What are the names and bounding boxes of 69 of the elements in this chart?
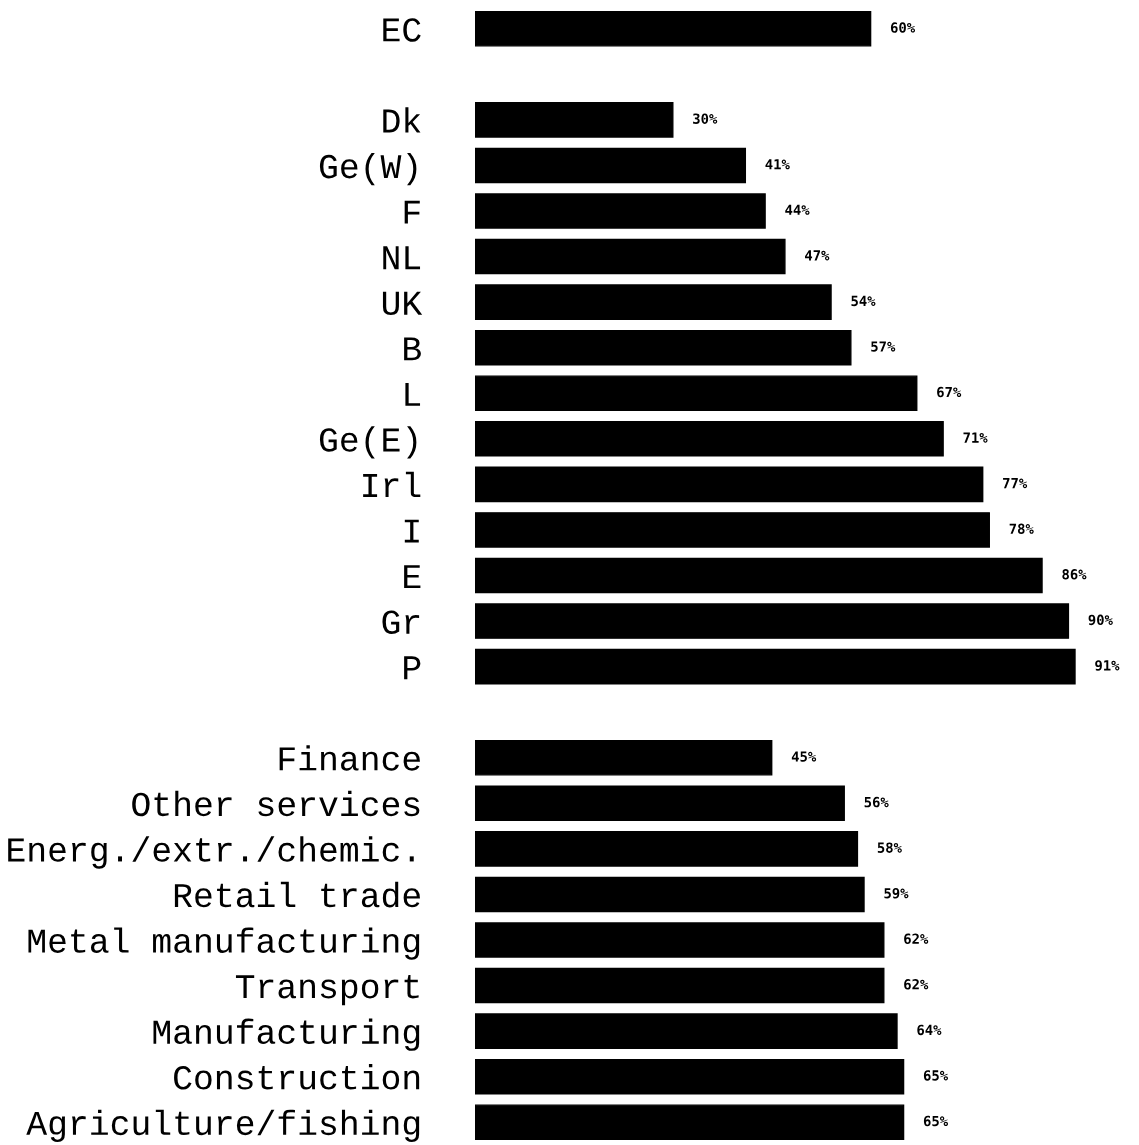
bar [475,648,1076,685]
y-tick-label: Dk [383,107,421,133]
bar [475,557,1043,594]
y-tick-label: Gr [382,610,420,634]
data-label: 59% [884,888,909,899]
y-tick-label: Transport [235,974,419,1006]
bar [475,284,832,320]
bar [475,147,747,184]
data-label: 62% [904,933,929,945]
data-label: 56% [864,796,889,808]
bar [475,10,872,47]
y-tick-label: L [405,382,421,406]
bar [475,876,865,913]
bar [475,1013,898,1049]
y-tick-label: UK [382,291,423,316]
data-label: 67% [937,386,962,398]
y-tick-label: Manufacturing [153,1018,420,1051]
bar [475,375,918,412]
bar [475,329,852,366]
data-label: 65% [923,1070,949,1081]
y-tick-label: Construction [174,1064,420,1090]
data-label: 91% [1095,660,1120,671]
bar [475,466,984,503]
y-tick-label: Energ./extr./chemic. [8,836,414,869]
data-label: 45% [791,751,817,762]
data-label: 47% [805,250,830,261]
data-label: 57% [871,341,896,352]
y-tick-label: NL [383,246,421,270]
bar [475,967,885,1004]
bar [475,421,944,457]
data-label: 77% [1003,478,1028,489]
y-tick-label: Finance [279,745,420,771]
bar [475,922,885,958]
y-tick-label: B [404,337,421,361]
data-label: 54% [851,295,876,307]
bar [475,1104,905,1140]
bar [475,102,674,138]
y-tick-label: Other services [132,790,420,817]
y-tick-label: Ge(W) [319,152,417,186]
data-label: 60% [890,22,916,33]
bar [475,1058,905,1095]
bar [475,785,845,822]
data-label: 62% [904,979,929,990]
data-label: 90% [1088,614,1113,626]
y-tick-label: F [404,200,420,224]
y-tick-label: Ge(E) [319,426,417,459]
data-label: 64% [917,1024,942,1036]
data-label: 86% [1062,569,1087,580]
bar [475,512,990,548]
bar [475,193,766,229]
bar [475,603,1070,639]
data-label: 41% [765,159,790,170]
bar [475,831,859,867]
data-label: 44% [785,204,810,215]
y-tick-label: Irl [363,471,421,497]
bar [475,739,773,776]
data-label: 58% [877,842,902,853]
y-tick-label: Metal manufacturing [28,927,420,960]
y-tick-label: I [404,519,419,543]
y-tick-label: Retail trade [174,881,420,908]
y-tick-label: E [404,565,421,589]
data-label: 71% [963,432,988,443]
y-tick-label: Agriculture/fishing [26,1109,420,1142]
y-tick-label: P [404,656,421,680]
data-label: 78% [1009,523,1034,534]
data-label: 65% [923,1115,949,1127]
bar [475,238,786,275]
y-tick-label: EC [383,18,421,42]
data-label: 30% [693,113,718,124]
